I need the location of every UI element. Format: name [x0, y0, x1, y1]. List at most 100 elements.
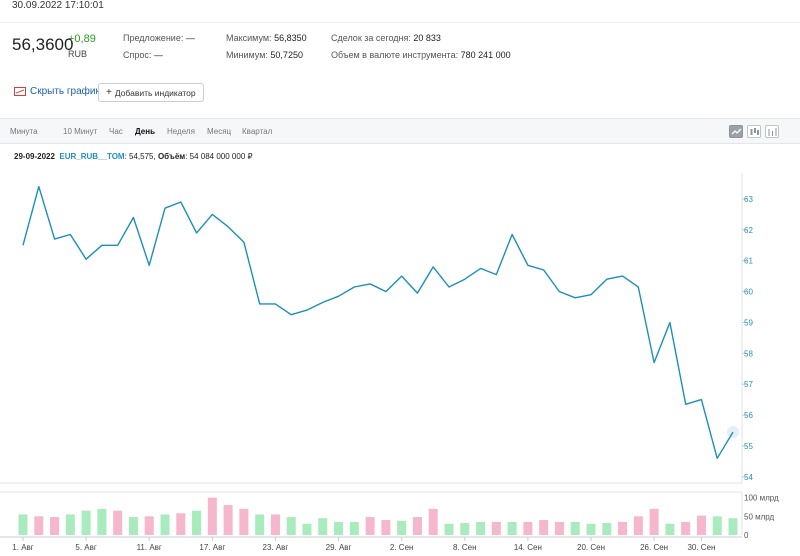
x-tick-label: 8. Сен	[453, 543, 477, 552]
tab-hour[interactable]: Час	[109, 127, 123, 136]
bid-stat: Спрос: —	[123, 50, 163, 60]
volume-bar	[491, 521, 501, 535]
min-value: 50,7250	[270, 50, 303, 60]
volume-bar	[586, 523, 596, 535]
datetime-stamp: 30.09.2022 17:10:01	[12, 0, 104, 11]
y-tick-label: 60	[744, 288, 753, 297]
volume-bar	[381, 520, 391, 535]
deals-value: 20 833	[413, 33, 441, 43]
add-indicator-button[interactable]: + Добавить индикатор	[98, 83, 204, 102]
price-point	[511, 233, 513, 235]
x-tick-label: 26. Сен	[640, 543, 668, 552]
price-point	[85, 258, 87, 260]
bar-chart-icon	[768, 128, 777, 136]
price-point	[22, 244, 24, 246]
tab-minute[interactable]: Минута	[10, 127, 38, 136]
volume-bar	[602, 523, 612, 535]
info-date: 29-09-2022	[14, 152, 55, 161]
deals-label: Сделок за сегодня:	[331, 33, 411, 43]
hover-marker	[727, 426, 739, 439]
info-ticker: EUR_RUB__TOM	[59, 152, 125, 161]
volume-tick-label: 50 млрд	[744, 512, 775, 521]
y-tick-label: 63	[744, 195, 753, 204]
price-point	[243, 241, 245, 243]
volume-bar	[460, 523, 470, 535]
x-tick-label: 14. Сен	[514, 543, 542, 552]
volume-bar	[65, 514, 75, 535]
max-value: 56,8350	[274, 33, 307, 43]
line-chart-button[interactable]	[729, 125, 743, 138]
price-point	[464, 278, 466, 280]
x-tick-label: 17. Авг	[199, 543, 225, 552]
price-point	[148, 264, 150, 266]
price-point	[306, 309, 308, 311]
volume-bar	[97, 508, 107, 535]
min-stat: Минимум: 50,7250	[226, 50, 303, 60]
volume-bar	[144, 516, 154, 535]
tab-quarter[interactable]: Квартал	[242, 127, 273, 136]
volume-bar	[239, 508, 249, 535]
volume-bar	[176, 513, 186, 535]
volume-bar	[554, 521, 564, 535]
volume-bar	[397, 520, 407, 535]
price-change: +0,89	[68, 33, 96, 45]
candlestick-chart-icon	[750, 128, 759, 135]
volume-tick-label: 0	[744, 531, 749, 540]
x-tick-label: 20. Сен	[577, 543, 605, 552]
volume-stat-label: Объем в валюте инструмента:	[331, 50, 459, 60]
bid-value: —	[153, 50, 163, 60]
volume-bar	[696, 515, 706, 535]
volume-stat: Объем в валюте инструмента: 780 241 000	[331, 50, 511, 60]
volume-bar	[192, 510, 202, 535]
x-tick-label: 23. Авг	[263, 543, 289, 552]
price-point	[180, 201, 182, 203]
volume-bar	[633, 516, 643, 535]
price-point	[653, 361, 655, 363]
price-point	[684, 403, 686, 405]
price-point	[606, 278, 608, 280]
price-chart[interactable]: 54 55 56 57 58 59 60 61 62 63 0 50 млрд 100 млрд 1. А…	[0, 165, 800, 556]
price-point	[369, 283, 371, 285]
price-point	[590, 293, 592, 295]
volume-stat-value: 780 241 000	[460, 50, 511, 60]
tab-10-minutes[interactable]: 10 Минут	[63, 127, 98, 136]
tab-month[interactable]: Месяц	[207, 127, 232, 136]
price-point	[69, 233, 71, 235]
volume-bar	[539, 520, 549, 535]
price-point	[542, 269, 544, 271]
y-tick-label: 61	[744, 257, 753, 266]
volume-bar	[318, 518, 328, 535]
offer-label: Предложение:	[123, 33, 184, 43]
volume-bar	[523, 521, 533, 535]
volume-bar	[507, 521, 517, 535]
max-stat: Максимум: 56,8350	[226, 33, 307, 43]
x-tick-label: 1. Авг	[12, 543, 33, 552]
price-point	[495, 273, 497, 275]
add-indicator-label: Добавить индикатор	[114, 87, 196, 98]
hover-info-line: 29-09-2022 EUR_RUB__TOM: 54,575, Объём: …	[14, 152, 253, 161]
volume-bar	[81, 510, 91, 535]
price-point	[448, 286, 450, 288]
chart-icon	[14, 87, 26, 96]
price-point	[274, 303, 276, 305]
y-tick-label: 56	[744, 411, 753, 420]
x-tick-label: 11. Авг	[137, 543, 162, 552]
tab-day[interactable]: День	[135, 127, 155, 136]
price-point	[195, 232, 197, 234]
volume-bar	[270, 514, 280, 535]
tab-week[interactable]: Неделя	[167, 127, 195, 136]
bar-chart-button[interactable]	[765, 125, 779, 138]
x-tick-label: 29. Авг	[326, 543, 352, 552]
volume-bar	[712, 516, 722, 535]
quote-summary: 56,3600 +0,89 RUB Предложение: — Спрос: …	[0, 22, 800, 68]
volume-bar	[681, 521, 691, 535]
hide-chart-link[interactable]: Скрыть график	[14, 86, 100, 97]
price-point	[637, 286, 639, 288]
volume-bar	[334, 521, 344, 535]
price-point	[38, 185, 40, 187]
volume-bar	[649, 508, 659, 535]
candlestick-chart-button[interactable]	[747, 125, 761, 138]
price-point	[337, 295, 339, 297]
x-tick-label: 2. Сен	[390, 543, 414, 552]
price-point	[558, 290, 560, 292]
